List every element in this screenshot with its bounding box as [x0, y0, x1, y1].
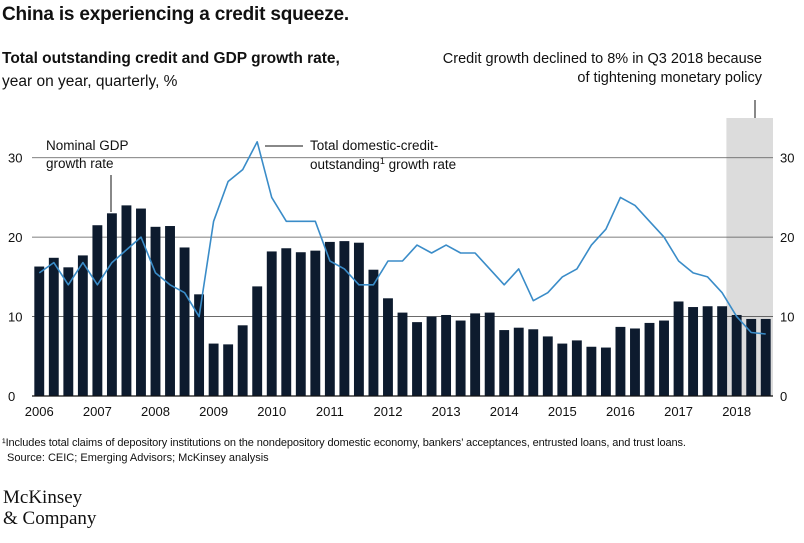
gdp-bar — [542, 336, 553, 396]
y-tick-label-left: 20 — [8, 230, 22, 245]
gdp-bar — [295, 252, 306, 396]
x-tick-label: 2008 — [141, 404, 170, 419]
chart-plot: 0 0 10 10 20 20 30 30 2006 2007 2008 2009 2010 2011 20… — [8, 100, 794, 419]
gdp-bar — [92, 225, 103, 396]
gdp-bar — [165, 226, 175, 396]
gdp-bar — [513, 327, 524, 396]
x-tick-label: 2009 — [199, 404, 228, 419]
gdp-bar — [528, 329, 539, 396]
gdp-bar — [586, 346, 597, 396]
label-gdp-line1: Nominal GDP — [46, 138, 129, 153]
gdp-bar — [150, 226, 161, 396]
gdp-bar — [121, 205, 132, 396]
x-tick-label: 2016 — [606, 404, 635, 419]
gdp-bar — [731, 314, 742, 396]
gdp-bar — [136, 208, 146, 396]
gdp-bar — [412, 322, 422, 396]
gdp-bar — [688, 307, 699, 396]
gdp-bar — [557, 343, 568, 396]
gdp-bar — [615, 326, 626, 396]
gdp-bar — [208, 343, 219, 396]
mckinsey-logo: McKinsey & Company — [3, 487, 96, 529]
gdp-bar — [499, 330, 510, 396]
credit-growth-line — [38, 140, 766, 335]
logo-line-1: McKinsey — [3, 487, 83, 508]
x-tick-label: 2013 — [432, 404, 461, 419]
gdp-bar — [760, 318, 771, 396]
gdp-bar — [571, 340, 582, 396]
y-tick-label-right: 0 — [780, 389, 787, 404]
label-gdp-line2: growth rate — [46, 156, 114, 171]
gdp-bar — [644, 322, 655, 396]
gdp-bar — [106, 213, 117, 396]
label-credit-line2: outstanding1 growth rate — [310, 156, 456, 172]
chart-units: year on year, quarterly, % — [2, 73, 178, 90]
gdp-bar — [600, 347, 611, 396]
y-tick-label-right: 20 — [780, 230, 794, 245]
logo-line-2: & Company — [3, 508, 97, 529]
gdp-bar — [353, 242, 364, 396]
gdp-bar — [673, 301, 684, 396]
x-tick-label: 2006 — [25, 404, 54, 419]
gdp-bar — [426, 316, 437, 396]
gdp-bar — [368, 269, 379, 396]
x-tick-label: 2010 — [257, 404, 286, 419]
gdp-bar — [470, 313, 481, 396]
gdp-bar — [659, 320, 669, 396]
gdp-bar — [179, 247, 190, 396]
chart-title: China is experiencing a credit squeeze. — [2, 4, 349, 25]
y-tick-label-left: 10 — [8, 310, 22, 325]
x-tick-label: 2014 — [490, 404, 519, 419]
gdp-bar — [281, 248, 292, 396]
x-tick-label: 2015 — [548, 404, 577, 419]
x-tick-label: 2018 — [722, 404, 751, 419]
gdp-bar — [630, 328, 640, 396]
gdp-bar — [702, 306, 713, 396]
x-tick-label: 2011 — [316, 404, 344, 419]
gdp-bar — [397, 312, 408, 396]
x-tick-label: 2007 — [83, 404, 112, 419]
gdp-bar — [63, 267, 74, 396]
x-tick-label: 2012 — [374, 404, 403, 419]
y-tick-label-left: 30 — [8, 151, 22, 166]
gdp-bar — [252, 286, 263, 396]
gdp-bar — [441, 314, 452, 396]
y-tick-label-left: 0 — [8, 389, 15, 404]
gdp-bar — [746, 318, 757, 396]
label-credit-line1: Total domestic-credit- — [310, 138, 438, 153]
source-note: Source: CEIC; Emerging Advisors; McKinse… — [7, 452, 269, 464]
annotation-credit-decline: Credit growth declined to 8% in Q3 2018 … — [442, 51, 762, 86]
gdp-bar — [339, 241, 350, 396]
gdp-bar — [310, 250, 321, 396]
gdp-bar — [223, 344, 234, 396]
gdp-bar — [266, 251, 277, 396]
x-tick-label: 2017 — [664, 404, 693, 419]
y-tick-label-right: 10 — [780, 310, 794, 325]
gdp-bar — [455, 320, 466, 396]
footnote: ¹Includes total claims of depository ins… — [2, 437, 686, 449]
gdp-bar — [77, 255, 88, 396]
gdp-bar — [717, 306, 728, 396]
y-tick-label-right: 30 — [780, 151, 794, 166]
gdp-bar — [237, 325, 248, 396]
gdp-bar — [194, 294, 205, 396]
gdp-bar — [324, 241, 335, 396]
gdp-bar — [34, 266, 45, 396]
gdp-bar — [484, 312, 495, 396]
gdp-bar — [383, 298, 393, 396]
chart-subtitle: Total outstanding credit and GDP growth … — [2, 50, 340, 67]
gdp-bar — [48, 257, 59, 396]
